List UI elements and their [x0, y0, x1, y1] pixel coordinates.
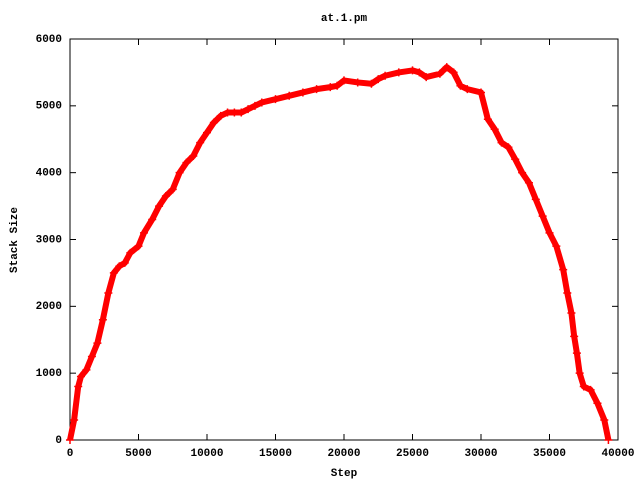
point-marker — [604, 436, 613, 444]
point-marker — [456, 81, 465, 90]
point-marker — [104, 288, 113, 297]
point-marker — [134, 242, 143, 251]
y-tick-label: 3000 — [36, 234, 62, 246]
point-marker — [115, 262, 124, 271]
point-marker — [477, 88, 485, 97]
point-marker — [148, 215, 157, 224]
point-marker — [74, 382, 83, 391]
point-marker — [563, 288, 572, 297]
point-marker — [182, 158, 191, 167]
point-marker — [285, 91, 294, 100]
x-tick-label: 10000 — [190, 448, 223, 460]
point-marker — [497, 138, 506, 147]
point-marker — [326, 83, 335, 92]
point-marker — [120, 258, 129, 267]
point-marker — [203, 128, 211, 137]
y-tick-label: 1000 — [36, 368, 62, 380]
point-marker — [538, 212, 547, 221]
y-tick-label: 5000 — [36, 101, 62, 113]
point-marker — [435, 69, 444, 78]
point-marker — [66, 436, 74, 444]
point-marker — [189, 151, 198, 160]
point-marker — [408, 66, 417, 75]
x-tick-label: 30000 — [464, 448, 497, 460]
point-marker — [271, 95, 280, 104]
y-axis-label: Stack Size — [9, 207, 21, 273]
x-tick-label: 0 — [67, 448, 74, 460]
x-tick-label: 15000 — [259, 448, 292, 460]
point-marker — [545, 228, 554, 237]
x-axis-label: Step — [331, 468, 358, 480]
point-marker — [422, 73, 431, 82]
point-marker — [367, 79, 376, 88]
point-marker — [109, 268, 118, 277]
point-marker — [524, 178, 533, 187]
y-tick-label: 0 — [55, 435, 62, 447]
chart-title: at.1.pm — [321, 13, 368, 25]
point-marker — [449, 68, 458, 77]
x-tick-label: 25000 — [396, 448, 429, 460]
point-marker — [155, 202, 164, 211]
x-tick-label: 20000 — [327, 448, 360, 460]
point-marker — [415, 68, 424, 77]
point-marker — [237, 108, 246, 117]
point-marker — [168, 185, 177, 194]
point-marker — [600, 415, 609, 424]
point-marker — [463, 85, 472, 94]
point-marker — [196, 138, 205, 147]
point-marker — [139, 228, 148, 237]
point-marker — [567, 309, 576, 318]
point-marker — [98, 315, 107, 324]
point-marker — [216, 111, 225, 120]
point-marker — [340, 76, 348, 85]
point-marker — [570, 332, 579, 341]
point-marker — [223, 108, 232, 117]
point-marker — [552, 242, 561, 251]
point-marker — [230, 108, 239, 117]
point-marker — [374, 75, 383, 84]
point-marker — [353, 78, 362, 87]
point-marker — [257, 98, 266, 107]
point-marker — [442, 63, 451, 72]
point-marker — [175, 168, 184, 177]
point-marker — [511, 155, 520, 164]
point-marker — [394, 68, 403, 77]
point-marker — [312, 85, 321, 94]
point-marker — [250, 101, 259, 110]
point-marker — [76, 372, 85, 381]
point-marker — [244, 105, 253, 114]
point-marker — [483, 115, 492, 124]
point-marker — [209, 118, 218, 127]
y-tick-label: 6000 — [36, 34, 62, 46]
point-marker — [82, 365, 91, 374]
point-marker — [161, 192, 170, 201]
point-marker — [572, 349, 581, 358]
point-marker — [87, 352, 96, 361]
point-marker — [531, 195, 540, 204]
point-marker — [126, 248, 135, 257]
point-marker — [559, 265, 568, 274]
point-marker — [490, 125, 499, 134]
point-marker — [586, 385, 595, 394]
y-tick-label: 2000 — [36, 301, 62, 313]
y-tick-label: 4000 — [36, 168, 62, 180]
point-marker — [575, 369, 584, 378]
x-tick-label: 5000 — [125, 448, 151, 460]
x-tick-label: 40000 — [601, 448, 634, 460]
point-marker — [504, 143, 513, 152]
point-marker — [579, 382, 588, 391]
point-marker — [333, 81, 342, 90]
point-marker — [70, 415, 79, 424]
point-marker — [93, 339, 102, 348]
point-marker — [593, 399, 602, 408]
x-tick-label: 35000 — [533, 448, 566, 460]
point-marker — [298, 88, 307, 97]
point-marker — [518, 168, 527, 177]
point-marker — [381, 71, 390, 80]
